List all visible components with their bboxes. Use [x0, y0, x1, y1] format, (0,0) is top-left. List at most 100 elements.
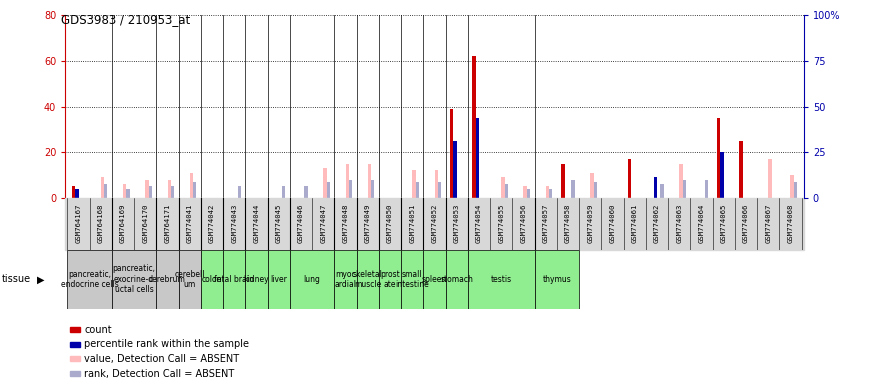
Bar — [717, 118, 720, 198]
Text: GSM774054: GSM774054 — [476, 204, 482, 243]
Bar — [791, 175, 793, 198]
Text: GSM774050: GSM774050 — [387, 204, 393, 243]
Text: GSM774056: GSM774056 — [521, 204, 527, 243]
Bar — [523, 186, 527, 198]
Text: cerebell
um: cerebell um — [175, 270, 205, 289]
Bar — [682, 180, 686, 198]
Bar — [356, 250, 379, 309]
Text: GSM774055: GSM774055 — [498, 204, 504, 243]
Text: GSM764168: GSM764168 — [98, 204, 103, 243]
Bar — [660, 184, 664, 198]
Bar — [549, 189, 553, 198]
Text: GSM774068: GSM774068 — [787, 204, 793, 243]
Bar — [268, 250, 290, 309]
Bar — [201, 250, 223, 309]
Bar — [446, 250, 468, 309]
Bar — [323, 168, 327, 198]
Text: testis: testis — [491, 275, 512, 284]
Text: GSM774051: GSM774051 — [409, 204, 415, 243]
Bar — [561, 164, 565, 198]
Bar — [245, 250, 268, 309]
Bar — [282, 186, 285, 198]
Bar — [546, 186, 549, 198]
Text: kidney: kidney — [243, 275, 269, 284]
Bar — [438, 182, 441, 198]
Text: GSM774045: GSM774045 — [275, 204, 282, 243]
Bar — [720, 152, 724, 198]
Bar — [237, 186, 241, 198]
Bar — [473, 56, 475, 198]
Bar — [415, 182, 419, 198]
Text: small
intestine: small intestine — [395, 270, 429, 289]
Text: colon: colon — [202, 275, 222, 284]
Bar — [348, 180, 352, 198]
Text: GSM774059: GSM774059 — [587, 204, 594, 243]
Text: rank, Detection Call = ABSENT: rank, Detection Call = ABSENT — [84, 369, 235, 379]
Bar — [653, 177, 657, 198]
Text: GSM774057: GSM774057 — [543, 204, 548, 243]
Text: GSM774060: GSM774060 — [609, 204, 615, 243]
Text: GSM774044: GSM774044 — [254, 204, 260, 243]
Text: GSM774049: GSM774049 — [365, 204, 371, 243]
Bar — [104, 184, 108, 198]
Text: GSM774061: GSM774061 — [632, 204, 638, 243]
Bar — [628, 159, 632, 198]
Bar — [65, 198, 804, 250]
Bar — [101, 177, 104, 198]
Text: liver: liver — [270, 275, 287, 284]
Text: value, Detection Call = ABSENT: value, Detection Call = ABSENT — [84, 354, 240, 364]
Bar — [346, 164, 348, 198]
Text: GSM774058: GSM774058 — [565, 204, 571, 243]
Text: GSM774064: GSM774064 — [699, 204, 705, 243]
Bar — [590, 173, 594, 198]
Bar — [68, 250, 112, 309]
Bar — [454, 141, 457, 198]
Bar — [412, 170, 415, 198]
Text: GSM774043: GSM774043 — [231, 204, 237, 243]
Bar — [740, 141, 743, 198]
Text: tissue: tissue — [2, 274, 31, 285]
Bar — [290, 250, 335, 309]
Text: GDS3983 / 210953_at: GDS3983 / 210953_at — [61, 13, 190, 26]
Bar — [123, 184, 126, 198]
Bar — [189, 173, 193, 198]
Bar — [450, 109, 454, 198]
Text: pancreatic,
endocrine cells: pancreatic, endocrine cells — [61, 270, 118, 289]
Text: cerebrum: cerebrum — [149, 275, 186, 284]
Text: GSM764171: GSM764171 — [164, 204, 170, 243]
Bar — [434, 170, 438, 198]
Bar — [501, 177, 505, 198]
Bar — [475, 118, 479, 198]
Bar — [527, 189, 530, 198]
Text: thymus: thymus — [542, 275, 571, 284]
Text: spleen: spleen — [421, 275, 448, 284]
Text: myoc
ardial: myoc ardial — [335, 270, 356, 289]
Bar — [705, 180, 708, 198]
Bar — [223, 250, 245, 309]
Bar — [76, 189, 78, 198]
Bar — [379, 250, 401, 309]
Text: GSM774042: GSM774042 — [209, 204, 215, 243]
Text: GSM764167: GSM764167 — [76, 204, 82, 243]
Text: GSM774062: GSM774062 — [654, 204, 660, 243]
Bar — [423, 250, 446, 309]
Text: GSM774047: GSM774047 — [321, 204, 326, 243]
Text: ▶: ▶ — [37, 274, 45, 285]
Bar — [468, 250, 534, 309]
Text: prost
ate: prost ate — [380, 270, 400, 289]
Text: GSM774046: GSM774046 — [298, 204, 304, 243]
Bar — [156, 250, 179, 309]
Bar — [335, 250, 356, 309]
Text: lung: lung — [303, 275, 321, 284]
Text: GSM774063: GSM774063 — [676, 204, 682, 243]
Bar — [327, 182, 330, 198]
Text: GSM774041: GSM774041 — [187, 204, 193, 243]
Bar — [145, 180, 149, 198]
Text: GSM764169: GSM764169 — [120, 204, 126, 243]
Text: skeletal
muscle: skeletal muscle — [353, 270, 382, 289]
Text: pancreatic,
exocrine-d
uctal cells: pancreatic, exocrine-d uctal cells — [113, 265, 156, 294]
Bar — [768, 159, 772, 198]
Bar — [193, 182, 196, 198]
Bar — [304, 186, 308, 198]
Text: GSM764170: GSM764170 — [143, 204, 149, 243]
